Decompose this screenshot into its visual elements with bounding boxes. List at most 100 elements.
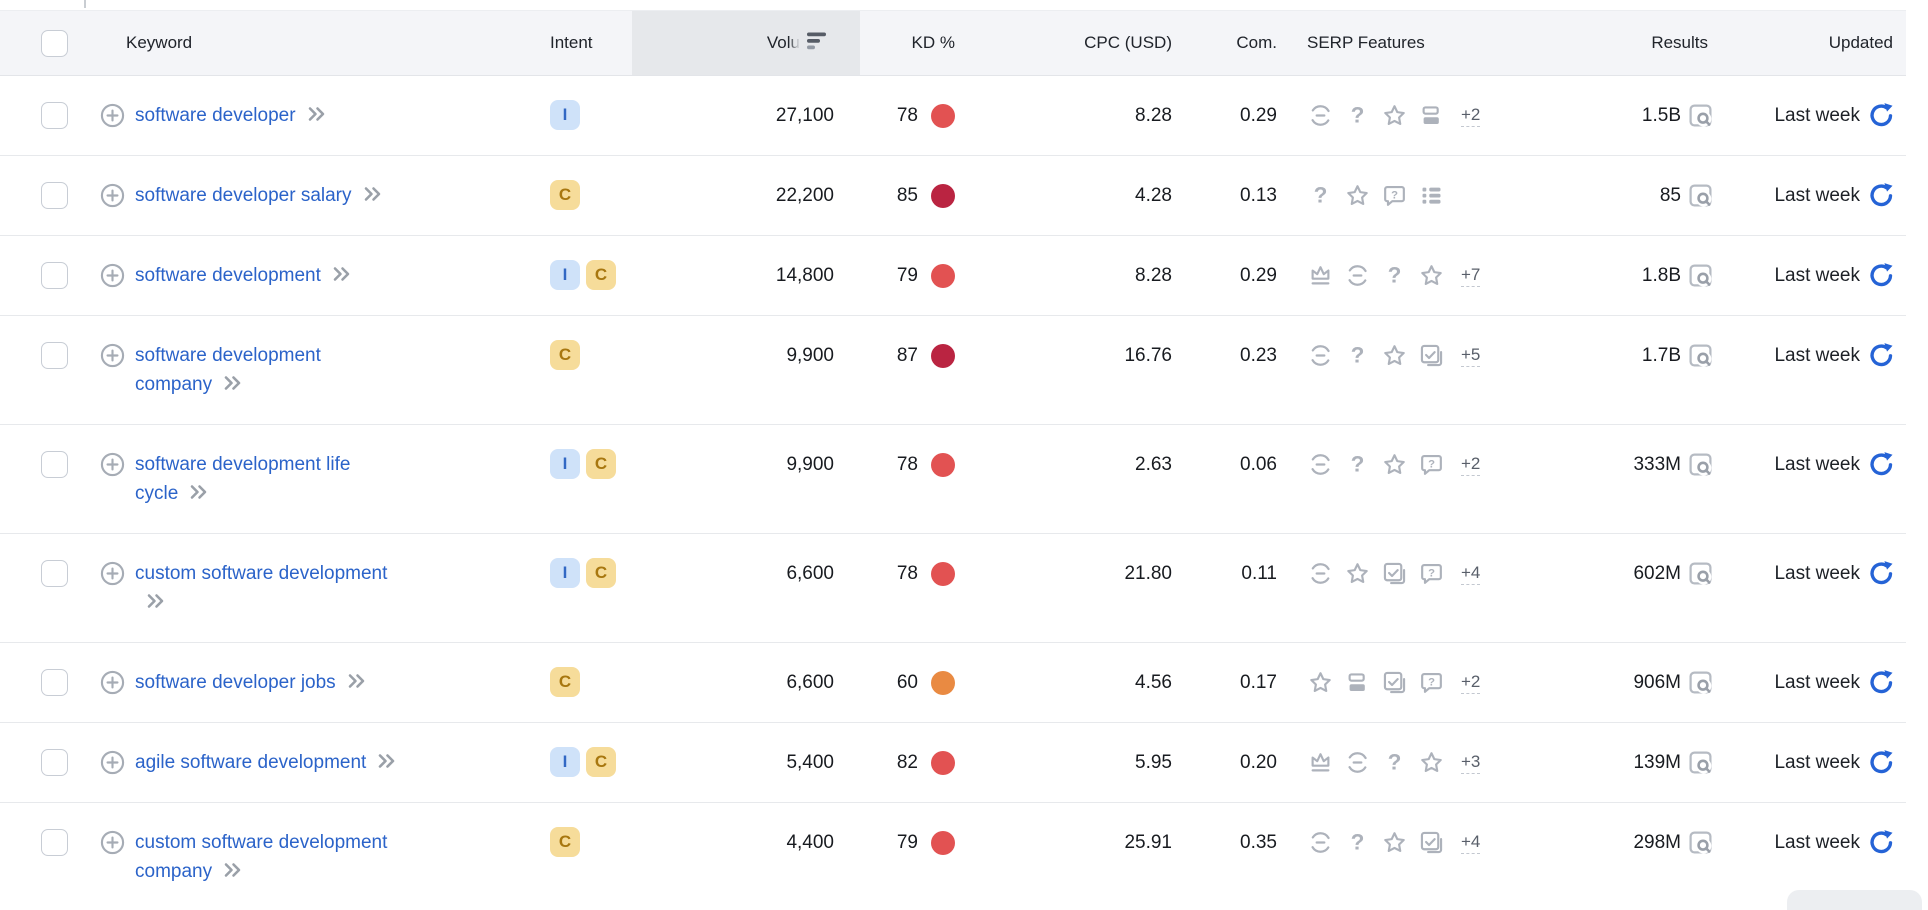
add-to-list-button[interactable] [99, 669, 126, 696]
intent-cell: I [550, 100, 632, 130]
double-chevron-icon[interactable] [188, 482, 209, 502]
serp-more-link[interactable]: +2 [1461, 671, 1481, 694]
double-chevron-icon[interactable] [346, 671, 367, 691]
add-to-list-button[interactable] [99, 102, 126, 129]
add-to-list-button[interactable] [99, 829, 126, 856]
kd-difficulty-dot [931, 263, 955, 288]
serp-preview-icon[interactable] [1687, 342, 1714, 369]
volume-value: 6,600 [786, 562, 834, 584]
serp-more-link[interactable]: +4 [1461, 562, 1481, 585]
serp-preview-icon[interactable] [1687, 669, 1714, 696]
row-checkbox[interactable] [41, 451, 68, 478]
svg-text:?: ? [1428, 568, 1435, 580]
refresh-icon[interactable] [1868, 669, 1895, 696]
refresh-icon[interactable] [1868, 749, 1895, 776]
refresh-icon[interactable] [1868, 560, 1895, 587]
add-to-list-button[interactable] [99, 342, 126, 369]
col-header-com[interactable]: Com. [1236, 33, 1277, 52]
add-to-list-button[interactable] [99, 451, 126, 478]
add-to-list-button[interactable] [99, 749, 126, 776]
refresh-icon[interactable] [1868, 342, 1895, 369]
col-header-serp-features[interactable]: SERP Features [1307, 33, 1425, 52]
row-checkbox[interactable] [41, 669, 68, 696]
serp-preview-icon[interactable] [1687, 262, 1714, 289]
serp-preview-icon[interactable] [1687, 102, 1714, 129]
col-header-volume[interactable]: Volu [632, 11, 860, 75]
add-to-list-button[interactable] [99, 560, 126, 587]
updated-value: Last week [1774, 751, 1860, 773]
double-chevron-icon[interactable] [145, 591, 166, 611]
serp-preview-icon[interactable] [1687, 451, 1714, 478]
intent-badge-c: C [550, 667, 580, 697]
link-icon [1307, 342, 1334, 369]
double-chevron-icon[interactable] [362, 184, 383, 204]
keyword-link[interactable]: custom software development company [135, 832, 388, 882]
image-icon [1381, 560, 1408, 587]
col-header-updated[interactable]: Updated [1828, 33, 1893, 52]
keyword-link[interactable]: agile software development [135, 748, 397, 777]
keyword-link[interactable]: software developer [135, 101, 327, 130]
kd-difficulty-dot [931, 103, 955, 128]
intent-badge-i: I [550, 558, 580, 588]
image-icon [1418, 342, 1445, 369]
keyword-link[interactable]: custom software development [135, 559, 387, 617]
col-header-intent[interactable]: Intent [550, 33, 593, 52]
row-checkbox[interactable] [41, 182, 68, 209]
cpc-value: 4.28 [1135, 184, 1172, 206]
double-chevron-icon[interactable] [222, 373, 243, 393]
serp-more-link[interactable]: +3 [1461, 751, 1481, 774]
keyword-link[interactable]: software development company [135, 345, 321, 395]
refresh-icon[interactable] [1868, 102, 1895, 129]
row-checkbox[interactable] [41, 560, 68, 587]
results-value: 85 [1659, 184, 1681, 206]
col-header-cpc[interactable]: CPC (USD) [1084, 33, 1172, 52]
keyword-link[interactable]: software developer salary [135, 181, 383, 210]
col-header-kd[interactable]: KD % [911, 33, 955, 52]
updated-value: Last week [1774, 562, 1860, 584]
top-strip [0, 0, 1928, 10]
table-row: software developer I 27,100 78 8.28 0.29… [0, 76, 1906, 156]
keyword-link[interactable]: software development [135, 261, 352, 290]
double-chevron-icon[interactable] [331, 264, 352, 284]
kd-difficulty-dot [931, 750, 955, 775]
volume-value: 27,100 [775, 104, 834, 126]
double-chevron-icon[interactable] [222, 860, 243, 880]
svg-text:?: ? [1351, 451, 1365, 476]
col-header-results[interactable]: Results [1651, 33, 1708, 52]
refresh-icon[interactable] [1868, 829, 1895, 856]
serp-more-link[interactable]: +5 [1461, 344, 1481, 367]
refresh-icon[interactable] [1868, 182, 1895, 209]
keyword-link[interactable]: software developer jobs [135, 668, 367, 697]
row-checkbox[interactable] [41, 262, 68, 289]
link-icon [1344, 262, 1371, 289]
serp-preview-icon[interactable] [1687, 749, 1714, 776]
serp-preview-icon[interactable] [1687, 182, 1714, 209]
kd-difficulty-dot [931, 670, 955, 695]
serp-more-link[interactable]: +4 [1461, 831, 1481, 854]
svg-text:?: ? [1314, 182, 1328, 207]
row-checkbox[interactable] [41, 749, 68, 776]
kd-value: 87 [896, 344, 918, 366]
row-checkbox[interactable] [41, 829, 68, 856]
add-to-list-button[interactable] [99, 262, 126, 289]
intent-badge-i: I [550, 449, 580, 479]
intent-cell: C [550, 827, 632, 857]
col-header-keyword[interactable]: Keyword [126, 33, 193, 52]
serp-preview-icon[interactable] [1687, 560, 1714, 587]
serp-features-cell: ? +2 [1307, 101, 1540, 130]
results-value: 1.8B [1641, 264, 1681, 286]
row-checkbox[interactable] [41, 102, 68, 129]
refresh-icon[interactable] [1868, 262, 1895, 289]
double-chevron-icon[interactable] [376, 751, 397, 771]
row-checkbox[interactable] [41, 342, 68, 369]
double-chevron-icon[interactable] [306, 104, 327, 124]
serp-more-link[interactable]: +2 [1461, 104, 1481, 127]
serp-more-link[interactable]: +2 [1461, 453, 1481, 476]
add-to-list-button[interactable] [99, 182, 126, 209]
serp-preview-icon[interactable] [1687, 829, 1714, 856]
star-icon [1381, 829, 1408, 856]
serp-more-link[interactable]: +7 [1461, 264, 1481, 287]
refresh-icon[interactable] [1868, 451, 1895, 478]
select-all-checkbox[interactable] [41, 30, 68, 57]
keyword-link[interactable]: software development life cycle [135, 454, 351, 504]
